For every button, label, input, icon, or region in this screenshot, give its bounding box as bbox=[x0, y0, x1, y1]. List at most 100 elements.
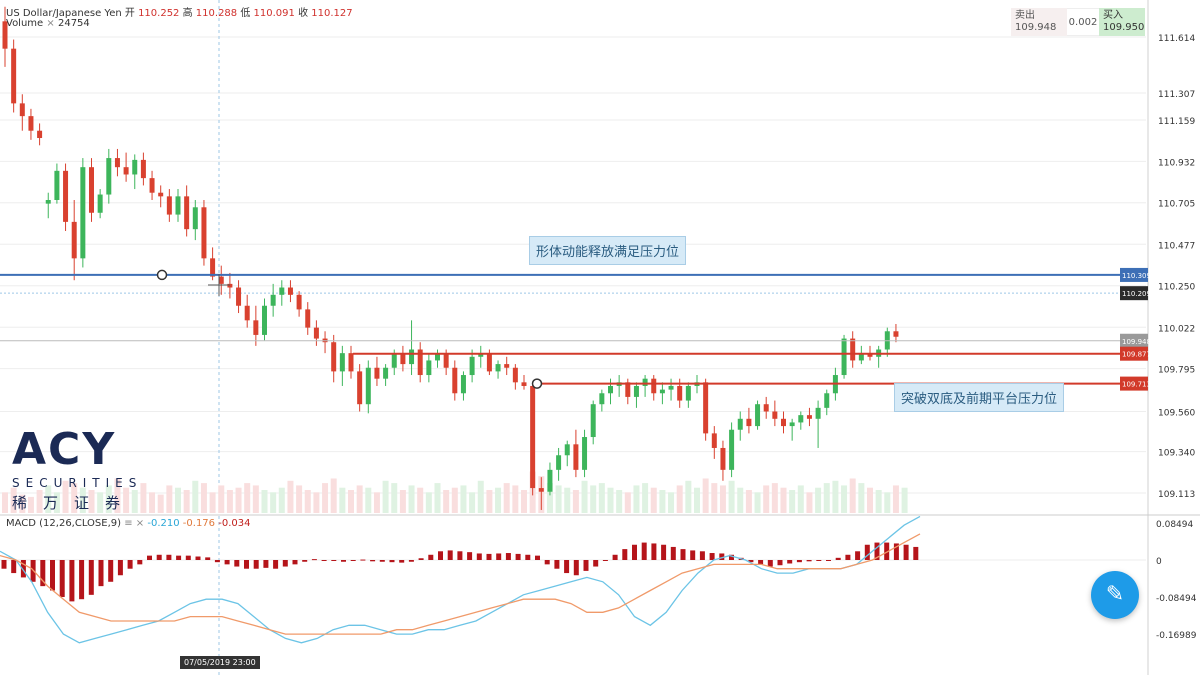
candle-body bbox=[313, 327, 319, 339]
volume-bar bbox=[408, 485, 415, 513]
candle-body bbox=[789, 422, 795, 427]
pencil-icon: ✎ bbox=[1105, 582, 1125, 607]
price-tick-label: 111.614 bbox=[1158, 34, 1195, 44]
high-value: 110.288 bbox=[195, 8, 238, 19]
macd-hist-bar bbox=[855, 551, 861, 560]
macd-hist-bar bbox=[554, 560, 560, 569]
volume-bar bbox=[728, 480, 735, 513]
candle-body bbox=[504, 364, 510, 368]
macd-hist-bar bbox=[602, 560, 608, 561]
volume-bar bbox=[157, 494, 164, 513]
candle-body bbox=[374, 367, 380, 379]
macd-hist-bar bbox=[593, 560, 599, 567]
macd-hist-bar bbox=[321, 560, 327, 561]
volume-bar bbox=[304, 490, 311, 513]
badge-blue-line: 110.309 bbox=[1122, 272, 1151, 280]
volume-bar bbox=[425, 492, 432, 513]
macd-hist-bar bbox=[525, 554, 531, 560]
candle-body bbox=[210, 258, 216, 277]
candle-body bbox=[564, 444, 570, 456]
macd-hist-bar bbox=[515, 553, 521, 560]
macd-hist-bar bbox=[20, 560, 26, 578]
macd-hist-bar bbox=[651, 543, 657, 560]
candle-body bbox=[590, 404, 596, 438]
candle-body bbox=[443, 353, 449, 368]
volume-bar bbox=[745, 490, 752, 513]
macd-legend: MACD (12,26,CLOSE,9) ≡ × -0.210 -0.176 -… bbox=[6, 518, 250, 529]
macd-hist-bar bbox=[447, 550, 453, 560]
price-tick-label: 109.340 bbox=[1158, 449, 1195, 459]
volume-bar bbox=[322, 483, 329, 513]
buy-button[interactable]: 买入 109.950 bbox=[1099, 8, 1145, 36]
macd-hist-bar bbox=[205, 557, 211, 560]
macd-hist-bar bbox=[457, 551, 463, 560]
volume-bar bbox=[823, 483, 830, 513]
macd-hist-bar bbox=[544, 560, 550, 565]
candle-body bbox=[184, 196, 190, 230]
volume-bar bbox=[183, 490, 190, 513]
volume-bar bbox=[512, 485, 519, 513]
macd-hist-bar bbox=[699, 551, 705, 560]
volume-bar bbox=[546, 483, 553, 513]
macd-hist-bar bbox=[438, 551, 443, 560]
candle-body bbox=[140, 159, 146, 179]
blue-line-handle bbox=[156, 269, 168, 281]
macd-hist-bar bbox=[690, 550, 696, 560]
volume-bar bbox=[261, 490, 268, 513]
volume-bar bbox=[339, 487, 346, 513]
macd-hist-bar bbox=[816, 560, 822, 561]
candle-body bbox=[798, 415, 804, 423]
crosshair-date-label: 07/05/2019 23:00 bbox=[180, 656, 260, 669]
volume-bar bbox=[590, 485, 597, 513]
candle-body bbox=[633, 385, 639, 397]
macd-hist-bar bbox=[1, 560, 7, 569]
macd-hist-bar bbox=[845, 554, 851, 560]
volume-bar bbox=[737, 487, 744, 513]
macd-hist-bar bbox=[234, 560, 240, 567]
volume-bar bbox=[19, 494, 26, 513]
volume-bar bbox=[226, 490, 233, 513]
sell-label: 卖出 bbox=[1015, 10, 1035, 21]
macd-menu-icon[interactable]: ≡ × bbox=[124, 518, 145, 529]
candle-body bbox=[781, 418, 786, 427]
macd-tick-label: -0.08494 bbox=[1156, 594, 1197, 604]
macd-hist-bar bbox=[389, 560, 395, 563]
volume-bar bbox=[373, 492, 380, 513]
macd-hist-bar bbox=[214, 560, 220, 563]
volume-bar bbox=[564, 487, 571, 513]
macd-hist-bar bbox=[341, 560, 346, 562]
candle-body bbox=[685, 385, 691, 401]
macd-hist-bar bbox=[670, 546, 676, 560]
logo-cn: 稀万证券 bbox=[12, 494, 137, 512]
macd-hist-bar bbox=[496, 553, 502, 560]
candle-body bbox=[357, 371, 363, 405]
volume-bar bbox=[434, 483, 441, 513]
candle-body bbox=[642, 378, 648, 386]
volume-bar bbox=[616, 490, 623, 513]
macd-hist-bar bbox=[913, 546, 919, 560]
candle-body bbox=[218, 276, 224, 284]
volume-bar bbox=[633, 485, 640, 513]
edit-pencil-button[interactable]: ✎ bbox=[1091, 571, 1139, 619]
candle-body bbox=[469, 356, 475, 376]
macd-hist-bar bbox=[185, 555, 191, 560]
volume-bar bbox=[399, 490, 406, 513]
price-tick-label: 109.560 bbox=[1158, 408, 1195, 418]
low-value: 110.091 bbox=[253, 8, 295, 19]
macd-hist-bar bbox=[59, 560, 65, 598]
macd-tick-label: -0.16989 bbox=[1156, 631, 1197, 641]
macd-hist-bar bbox=[379, 560, 385, 562]
candle-body bbox=[521, 382, 527, 386]
macd-hist-bar bbox=[777, 560, 783, 566]
candle-body bbox=[824, 393, 830, 408]
close-icon[interactable]: × bbox=[46, 18, 55, 29]
candle-body bbox=[11, 48, 17, 104]
sell-button[interactable]: 卖出 109.948 bbox=[1011, 8, 1067, 36]
volume-bar bbox=[105, 485, 112, 513]
instrument-name: US Dollar/Japanese Yen bbox=[6, 8, 122, 19]
volume-bar bbox=[451, 487, 458, 513]
macd-hist-bar bbox=[709, 553, 715, 560]
volume-bar bbox=[365, 487, 372, 513]
macd-hist-bar bbox=[79, 560, 85, 600]
